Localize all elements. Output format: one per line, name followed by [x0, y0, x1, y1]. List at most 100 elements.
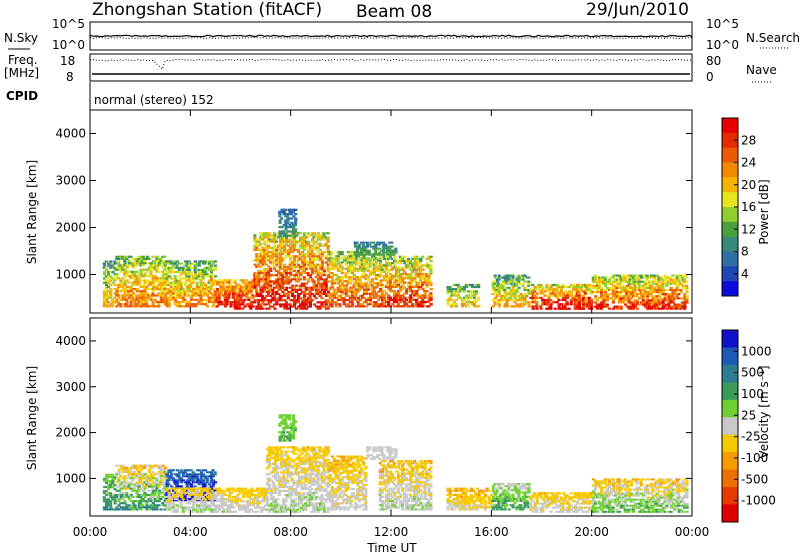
power-cell: [310, 259, 314, 262]
velocity-cell: [179, 491, 183, 494]
power-cell: [399, 260, 403, 263]
velocity-cell: [255, 489, 259, 492]
power-cell: [643, 274, 647, 277]
power-cell: [372, 286, 376, 289]
velocity-cell: [163, 473, 167, 476]
power-cell: [113, 301, 117, 304]
power-cell: [633, 280, 637, 283]
power-cell: [271, 238, 275, 241]
power-cell: [429, 266, 433, 269]
power-cell: [165, 266, 169, 269]
power-cell: [332, 259, 336, 262]
power-cell: [519, 299, 523, 302]
power-cell: [299, 284, 303, 287]
power-cell: [231, 296, 235, 299]
velocity-cell: [141, 477, 145, 480]
power-cell: [604, 284, 608, 287]
power-cell: [360, 296, 364, 299]
power-cell: [380, 241, 384, 244]
power-cell: [491, 286, 495, 289]
velocity-cell: [266, 467, 270, 470]
power-cell: [611, 291, 615, 294]
power-cell: [239, 285, 243, 288]
power-cell: [374, 257, 378, 260]
velocity-cell: [129, 508, 133, 511]
power-cell: [340, 265, 344, 268]
velocity-cell: [204, 502, 208, 505]
power-cell: [245, 279, 249, 282]
power-cell: [582, 296, 586, 299]
power-cell: [324, 255, 328, 258]
power-cell: [284, 274, 289, 277]
velocity-cell: [177, 475, 181, 478]
power-cell: [293, 223, 297, 227]
power-cell: [261, 246, 265, 249]
power-cell: [255, 240, 259, 243]
power-cell: [671, 299, 675, 302]
velocity-cell: [187, 493, 191, 496]
power-cell: [425, 266, 429, 269]
power-cell: [511, 276, 515, 279]
power-cell: [326, 248, 330, 251]
power-cell: [227, 296, 231, 299]
power-cell: [421, 275, 425, 278]
power-cell: [575, 286, 579, 289]
power-cell: [567, 290, 571, 293]
velocity-cell: [197, 483, 201, 486]
power-cell: [147, 279, 151, 282]
power-cell: [309, 246, 313, 249]
power-cell: [183, 264, 187, 267]
power-cell: [374, 286, 378, 289]
velocity-cell: [212, 504, 216, 507]
power-cell: [363, 276, 367, 279]
power-cell: [209, 292, 213, 295]
power-cell: [549, 305, 553, 308]
power-cell: [614, 291, 618, 294]
power-cell: [263, 253, 267, 256]
power-cell: [105, 292, 109, 295]
power-cell: [308, 267, 312, 270]
power-cell: [280, 230, 284, 233]
power-cell: [189, 296, 193, 299]
power-cell: [342, 284, 346, 287]
power-cell: [372, 245, 376, 248]
velocity-cell: [143, 485, 147, 488]
power-cell: [125, 270, 129, 273]
velocity-cell: [175, 483, 179, 486]
velocity-cell: [109, 500, 113, 503]
power-cell: [279, 263, 283, 266]
velocity-cell: [125, 481, 129, 484]
power-cell: [446, 286, 450, 289]
power-cell: [275, 282, 279, 285]
power-cell: [557, 286, 562, 289]
power-cell: [361, 247, 365, 250]
power-cell: [102, 292, 107, 295]
velocity-cell: [183, 497, 187, 500]
power-cell: [201, 277, 205, 280]
velocity-cell: [141, 466, 145, 469]
power-cell: [388, 275, 392, 278]
power-cell: [314, 255, 318, 258]
power-cell: [411, 264, 415, 267]
velocity-cell: [210, 489, 214, 492]
velocity-cell: [123, 479, 127, 482]
power-cell: [653, 278, 657, 281]
velocity-cell: [236, 500, 240, 503]
power-cell: [133, 270, 137, 273]
power-cell: [209, 264, 213, 267]
power-cell: [547, 296, 551, 299]
power-cell: [193, 271, 197, 274]
power-cell: [501, 284, 505, 287]
power-cell: [677, 303, 681, 306]
power-cell: [175, 271, 179, 274]
power-cell: [261, 286, 265, 289]
velocity-cell: [151, 495, 155, 498]
power-cell: [359, 247, 363, 250]
power-cell: [621, 297, 625, 300]
power-cell: [495, 280, 499, 283]
velocity-cell: [127, 470, 131, 473]
power-cell: [425, 277, 429, 280]
velocity-cell: [129, 500, 133, 503]
power-cell: [673, 280, 677, 283]
velocity-cell: [267, 458, 271, 461]
